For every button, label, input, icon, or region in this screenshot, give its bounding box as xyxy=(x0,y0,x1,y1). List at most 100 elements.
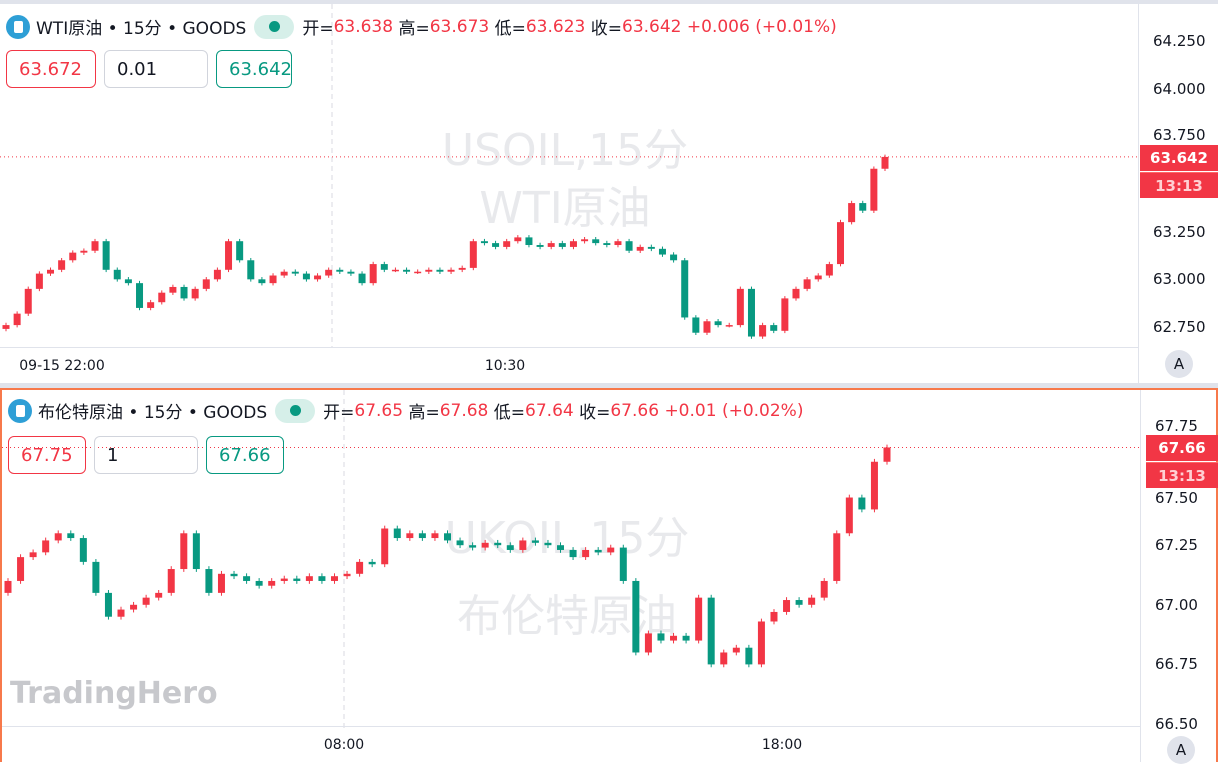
market-status-button[interactable] xyxy=(275,398,316,423)
market-status-button[interactable] xyxy=(254,14,295,39)
candle-body xyxy=(569,241,577,247)
candle-body xyxy=(494,542,502,546)
watermark-name: WTI原油 xyxy=(479,183,651,234)
auto-scale-button[interactable]: A xyxy=(1165,350,1193,378)
candle-body xyxy=(225,241,233,270)
open-label: 开= xyxy=(302,19,334,39)
candle-body xyxy=(280,271,288,276)
candle-body xyxy=(13,313,21,326)
candle-body xyxy=(808,597,816,605)
status-dot-icon xyxy=(268,21,280,32)
candle-body xyxy=(859,203,867,211)
candle-body xyxy=(781,298,789,331)
brent-chart-pane[interactable]: UKOIL,15分 布伦特原油 TradingHero 布伦特原油 • 15分 … xyxy=(0,388,1218,764)
candle-body xyxy=(845,497,853,534)
price-tick: 67.50 xyxy=(1155,489,1198,507)
candle-body xyxy=(456,540,464,546)
change-pct: (+0.02%) xyxy=(721,400,804,421)
candle-body xyxy=(770,325,778,331)
price-axis[interactable]: 67.75 67.50 67.25 67.00 66.75 66.50 xyxy=(1140,390,1218,762)
quantity-input[interactable]: 0.01 xyxy=(104,50,208,88)
candle-body xyxy=(747,288,755,337)
quantity-input[interactable]: 1 xyxy=(94,436,198,474)
candle-body xyxy=(657,633,665,641)
auto-scale-button[interactable]: A xyxy=(1167,736,1195,764)
time-label: 18:00 xyxy=(761,737,803,753)
candle-body xyxy=(469,241,477,268)
candle-body xyxy=(692,317,700,333)
candle-body xyxy=(792,288,800,299)
countdown-label: 13:13 xyxy=(1140,172,1218,198)
candle-body xyxy=(205,569,213,593)
candle-body xyxy=(531,540,539,543)
candle-body xyxy=(814,275,822,280)
candle-body xyxy=(343,573,351,577)
tradinghero-logo: TradingHero xyxy=(10,676,218,711)
candle-body xyxy=(325,269,333,276)
low-value: 63.623 xyxy=(525,16,586,37)
candle-body xyxy=(35,273,43,289)
candle-body xyxy=(247,260,255,280)
candle-body xyxy=(80,250,88,253)
candle-body xyxy=(647,246,655,249)
candle-body xyxy=(180,533,188,570)
price-axis[interactable]: 64.250 64.000 63.750 63.250 63.000 62.750 xyxy=(1138,4,1218,383)
buy-button[interactable]: 67.66 xyxy=(206,436,284,474)
candle-body xyxy=(681,260,689,318)
buy-button[interactable]: 63.642 xyxy=(216,50,292,88)
candle-body xyxy=(431,533,439,539)
candle-body xyxy=(619,547,627,581)
time-axis[interactable]: 09-15 22:00 10:30 xyxy=(0,347,1138,383)
sell-button[interactable]: 63.672 xyxy=(6,50,96,88)
close-label: 收= xyxy=(579,403,611,423)
symbol-title[interactable]: 布伦特原油 • 15分 • GOODS xyxy=(38,403,268,423)
candle-body xyxy=(481,542,489,548)
watermark-name: 布伦特原油 xyxy=(457,591,677,642)
candle-body xyxy=(291,271,299,274)
candle-body xyxy=(732,647,740,653)
candle-body xyxy=(414,271,422,274)
candle-body xyxy=(169,286,177,293)
close-label: 收= xyxy=(590,19,622,39)
candlestick-plot[interactable] xyxy=(0,4,1138,347)
candle-body xyxy=(703,321,711,333)
candle-body xyxy=(180,286,188,299)
candle-body xyxy=(581,239,589,242)
sell-button[interactable]: 67.75 xyxy=(8,436,86,474)
candle-body xyxy=(124,279,132,284)
candle-body xyxy=(848,203,856,223)
candle-body xyxy=(403,269,411,272)
candle-body xyxy=(117,609,125,617)
candle-body xyxy=(381,528,389,565)
pane-separator[interactable] xyxy=(0,383,1218,388)
candle-body xyxy=(418,533,426,539)
price-tick: 67.00 xyxy=(1155,595,1198,614)
candle-body xyxy=(147,302,155,308)
candle-body xyxy=(336,269,344,272)
candle-body xyxy=(347,271,355,274)
candle-body xyxy=(380,264,388,270)
candle-body xyxy=(2,325,10,329)
time-axis[interactable]: 08:00 18:00 xyxy=(2,726,1140,762)
candle-body xyxy=(503,241,511,247)
candle-body xyxy=(820,580,828,598)
symbol-title[interactable]: WTI原油 • 15分 • GOODS xyxy=(36,19,247,39)
candle-body xyxy=(736,288,744,326)
candlestick-plot[interactable] xyxy=(2,390,1140,728)
high-label: 高= xyxy=(408,403,440,423)
candle-body xyxy=(447,269,455,272)
open-label: 开= xyxy=(323,403,355,423)
candle-body xyxy=(356,561,364,574)
candle-body xyxy=(492,243,500,247)
candle-body xyxy=(243,576,251,581)
candle-body xyxy=(625,241,633,251)
candle-body xyxy=(569,549,577,558)
wti-chart-pane[interactable]: USOIL,15分 WTI原油 WTI原油 • 15分 • GOODS 开= 63… xyxy=(0,0,1218,383)
candle-body xyxy=(436,269,444,272)
candle-body xyxy=(47,269,55,274)
candle-body xyxy=(305,576,313,581)
candle-body xyxy=(58,260,66,270)
candle-body xyxy=(480,241,488,244)
candle-body xyxy=(302,273,310,280)
candle-body xyxy=(614,241,622,246)
